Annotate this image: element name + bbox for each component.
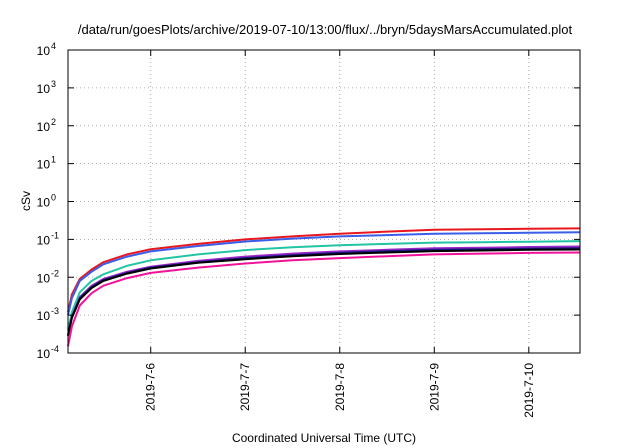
series-line-1 <box>67 227 581 313</box>
y-tick-exponent: -1 <box>51 230 59 240</box>
x-tick-label: 2019-7-6 <box>144 363 158 411</box>
y-tick-label: 10 <box>37 347 51 361</box>
y-tick-label: 10 <box>37 309 51 323</box>
x-tick-label: 2019-7-8 <box>333 363 347 411</box>
x-tick-label: 2019-7-9 <box>427 363 441 411</box>
y-tick-exponent: 3 <box>51 79 56 89</box>
y-tick-exponent: -2 <box>51 268 59 278</box>
y-tick-label: 10 <box>37 158 51 172</box>
y-tick-exponent: 0 <box>51 193 56 203</box>
x-tick-label: 2019-7-7 <box>238 363 252 411</box>
y-tick-label: 10 <box>37 120 51 134</box>
series-line-3 <box>67 240 581 331</box>
series-line-6 <box>67 248 581 337</box>
x-tick-label: 2019-7-10 <box>522 363 536 418</box>
y-tick-exponent: 2 <box>51 117 56 127</box>
y-tick-exponent: -4 <box>51 344 59 354</box>
ticks <box>68 49 580 354</box>
y-tick-label: 10 <box>37 196 51 210</box>
y-tick-exponent: 1 <box>51 155 56 165</box>
y-tick-label: 10 <box>37 44 51 58</box>
x-axis-label: Coordinated Universal Time (UTC) <box>232 431 416 445</box>
y-tick-exponent: 4 <box>51 41 56 51</box>
y-axis-label: cSv <box>19 191 33 211</box>
series-lines <box>67 227 581 347</box>
series-line-7 <box>67 251 581 347</box>
y-tick-label: 10 <box>37 233 51 247</box>
grid <box>68 50 580 353</box>
series-line-2 <box>67 231 581 316</box>
y-tick-label: 10 <box>37 271 51 285</box>
x-tick-labels: 2019-7-6 2019-7-7 2019-7-8 2019-7-9 2019-7-1… <box>144 363 536 418</box>
y-tick-label: 10 <box>37 82 51 96</box>
y-tick-exponent: -3 <box>51 306 59 316</box>
chart-title: /data/run/goesPlots/archive/2019-07-10/1… <box>78 22 573 37</box>
